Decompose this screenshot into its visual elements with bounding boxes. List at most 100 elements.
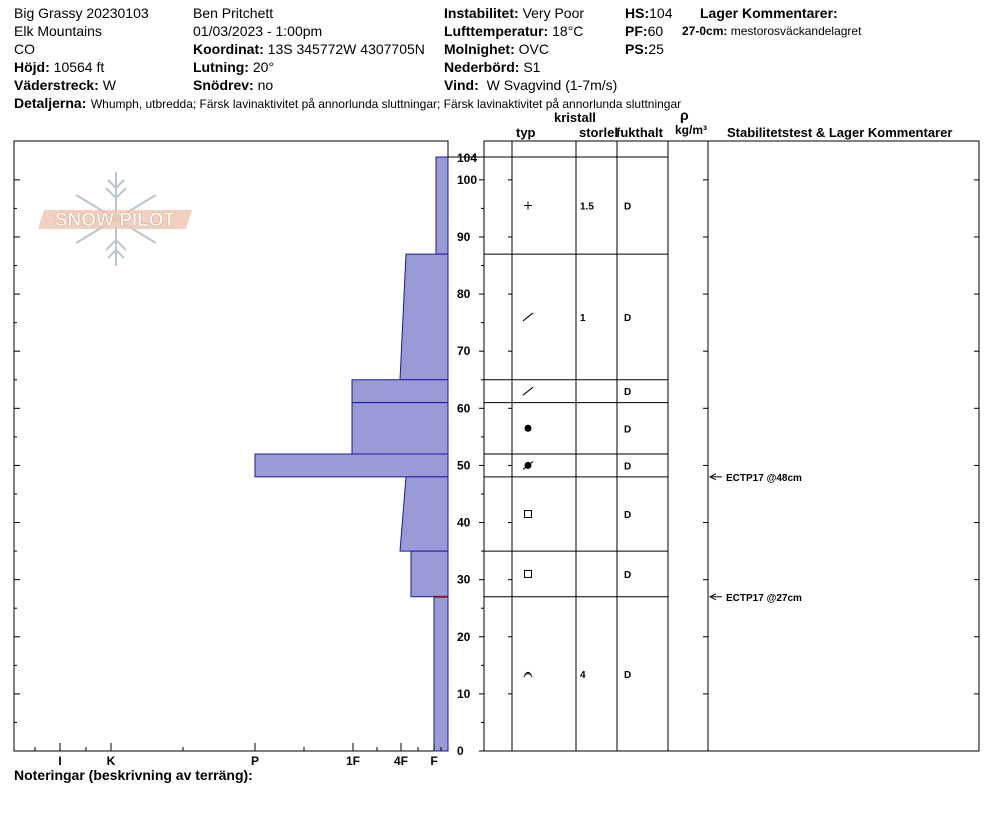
layer-moisture: D xyxy=(624,510,631,521)
wind-value: W Svagvind (1-7m/s) xyxy=(486,77,618,93)
grain-stroke xyxy=(522,312,534,322)
layer-size: 1.5 xyxy=(580,202,594,213)
state: CO xyxy=(14,41,35,57)
depth-tick-label: 20 xyxy=(457,630,471,644)
pf-label: PF: xyxy=(625,23,648,39)
hardness-layer xyxy=(399,476,449,552)
mountain-range: Elk Mountains xyxy=(14,23,102,39)
layer-comment: 27-0cm: mestorosväckandelagret xyxy=(682,25,861,37)
depth-axis: 0 10 20 30 40 50 60 70 80 90 100 104 xyxy=(14,151,979,758)
depth-top-label: 104 xyxy=(457,151,477,165)
grain-slash-icon xyxy=(522,312,534,322)
stability-test-arrow-head xyxy=(708,473,717,481)
grain-stroke xyxy=(522,386,534,396)
hardness-tick-label: F xyxy=(430,754,437,768)
aspect-row: Väderstreck: W xyxy=(14,78,116,92)
layer-moisture: D xyxy=(624,202,631,213)
air-temperature-value: 18°C xyxy=(552,23,584,39)
hardness-layer xyxy=(254,453,449,478)
hardness-layer xyxy=(399,253,449,381)
site-name: Big Grassy 20230103 xyxy=(14,5,149,21)
observation-datetime: 01/03/2023 - 1:00pm xyxy=(193,23,323,39)
air-temperature-row: Lufttemperatur: 18°C xyxy=(444,24,583,38)
hardness-layer xyxy=(351,379,449,404)
grain-square xyxy=(524,569,532,578)
stability-test-arrow-head xyxy=(708,593,717,601)
wind-row: Vind: W Svagvind (1-7m/s) xyxy=(444,78,617,92)
layer-size: 1 xyxy=(580,313,586,324)
observer-name: Ben Pritchett xyxy=(193,5,274,21)
elevation-label: Höjd: xyxy=(14,59,50,75)
hardness-tick-label: 4F xyxy=(394,754,408,768)
ps-label: PS: xyxy=(625,41,649,57)
depth-tick-label: 90 xyxy=(457,230,471,244)
grain-slash-icon xyxy=(522,386,534,396)
layer-comment-depth: 27-0cm: xyxy=(682,24,728,38)
grain-stroke xyxy=(522,461,534,470)
layer-comment-text: mestorosväckandelagret xyxy=(730,24,862,38)
grain-stroke xyxy=(523,671,533,678)
notes-label: Noteringar (beskrivning av terräng): xyxy=(14,767,253,783)
hs-label: HS: xyxy=(625,5,650,21)
instability-row: Instabilitet: Very Poor xyxy=(444,6,584,20)
aspect-value: W xyxy=(102,77,116,93)
layer-moisture: D xyxy=(624,670,631,681)
hardness-tick-label: 1F xyxy=(346,754,360,768)
hardness-tick-label: I xyxy=(58,754,61,768)
logo-banner xyxy=(38,210,192,229)
hardness-layer xyxy=(410,550,449,598)
coordinate-value: 13S 345772W 4307705N xyxy=(267,41,425,57)
stability-header: Stabilitetstest & Lager Kommentarer xyxy=(727,125,953,140)
grain-dot-icon xyxy=(524,424,532,432)
ps-value: 25 xyxy=(648,41,664,57)
hardness-layer xyxy=(435,156,449,255)
layer-moisture: D xyxy=(624,570,631,581)
ps-row: PS:25 xyxy=(625,42,664,56)
air-temperature-label: Lufttemperatur: xyxy=(444,23,549,39)
depth-tick-label: 100 xyxy=(457,173,477,187)
instability-label: Instabilitet: xyxy=(444,5,519,21)
hardness-layer xyxy=(433,596,449,752)
depth-tick-label: 80 xyxy=(457,287,471,301)
details-value: Whumph, utbredda; Färsk lavinaktivitet p… xyxy=(90,97,682,111)
type-header: typ xyxy=(516,125,536,140)
layer-table-frame xyxy=(483,140,980,752)
crystal-header: kristall xyxy=(554,110,596,125)
snowpilot-logo: SNOW PILOT xyxy=(38,172,192,266)
depth-tick-label: 30 xyxy=(457,573,471,587)
grain-square xyxy=(524,509,532,518)
sky-row: Molnighet: OVC xyxy=(444,42,549,56)
rho-header: ρ xyxy=(680,107,689,123)
drift-value: no xyxy=(257,77,274,93)
depth-tick-label: 0 xyxy=(457,744,464,758)
layer-moisture: D xyxy=(624,461,631,472)
size-header: storlek xyxy=(579,126,617,139)
logo-wordmark: SNOW PILOT xyxy=(55,210,176,231)
aspect-label: Väderstreck: xyxy=(14,77,99,93)
sky-value: OVC xyxy=(518,41,549,57)
drift-row: Snödrev: no xyxy=(193,78,273,92)
depth-tick-label: 60 xyxy=(457,401,471,415)
hardness-tick-label: P xyxy=(251,754,259,768)
layer-moisture: D xyxy=(624,313,631,324)
layer-comments-title: Lager Kommentarer: xyxy=(700,5,838,21)
details-label: Detaljerna: xyxy=(14,95,87,111)
moisture-header: fukthalt xyxy=(616,125,663,140)
depth-tick-label: 70 xyxy=(457,344,471,358)
depth-tick-label: 50 xyxy=(457,458,471,472)
grain-dot-slash-icon xyxy=(522,461,534,470)
layer-size: 4 xyxy=(580,670,586,681)
density-unit-header: kg/m³ xyxy=(675,123,708,137)
details-row: Detaljerna: Whumph, utbredda; Färsk lavi… xyxy=(14,96,681,112)
layer-moisture: D xyxy=(624,387,631,398)
grain-square-icon xyxy=(524,569,532,578)
hs-row: HS:104 xyxy=(625,6,672,20)
elevation-row: Höjd: 10564 ft xyxy=(14,60,104,74)
wind-label: Vind: xyxy=(444,77,479,93)
grain-square-icon xyxy=(524,509,532,518)
pf-row: PF:60 xyxy=(625,24,663,38)
layer-moisture: D xyxy=(624,424,631,435)
drift-label: Snödrev: xyxy=(193,77,254,93)
grain-plus-icon xyxy=(524,201,532,210)
instability-value: Very Poor xyxy=(522,5,585,21)
